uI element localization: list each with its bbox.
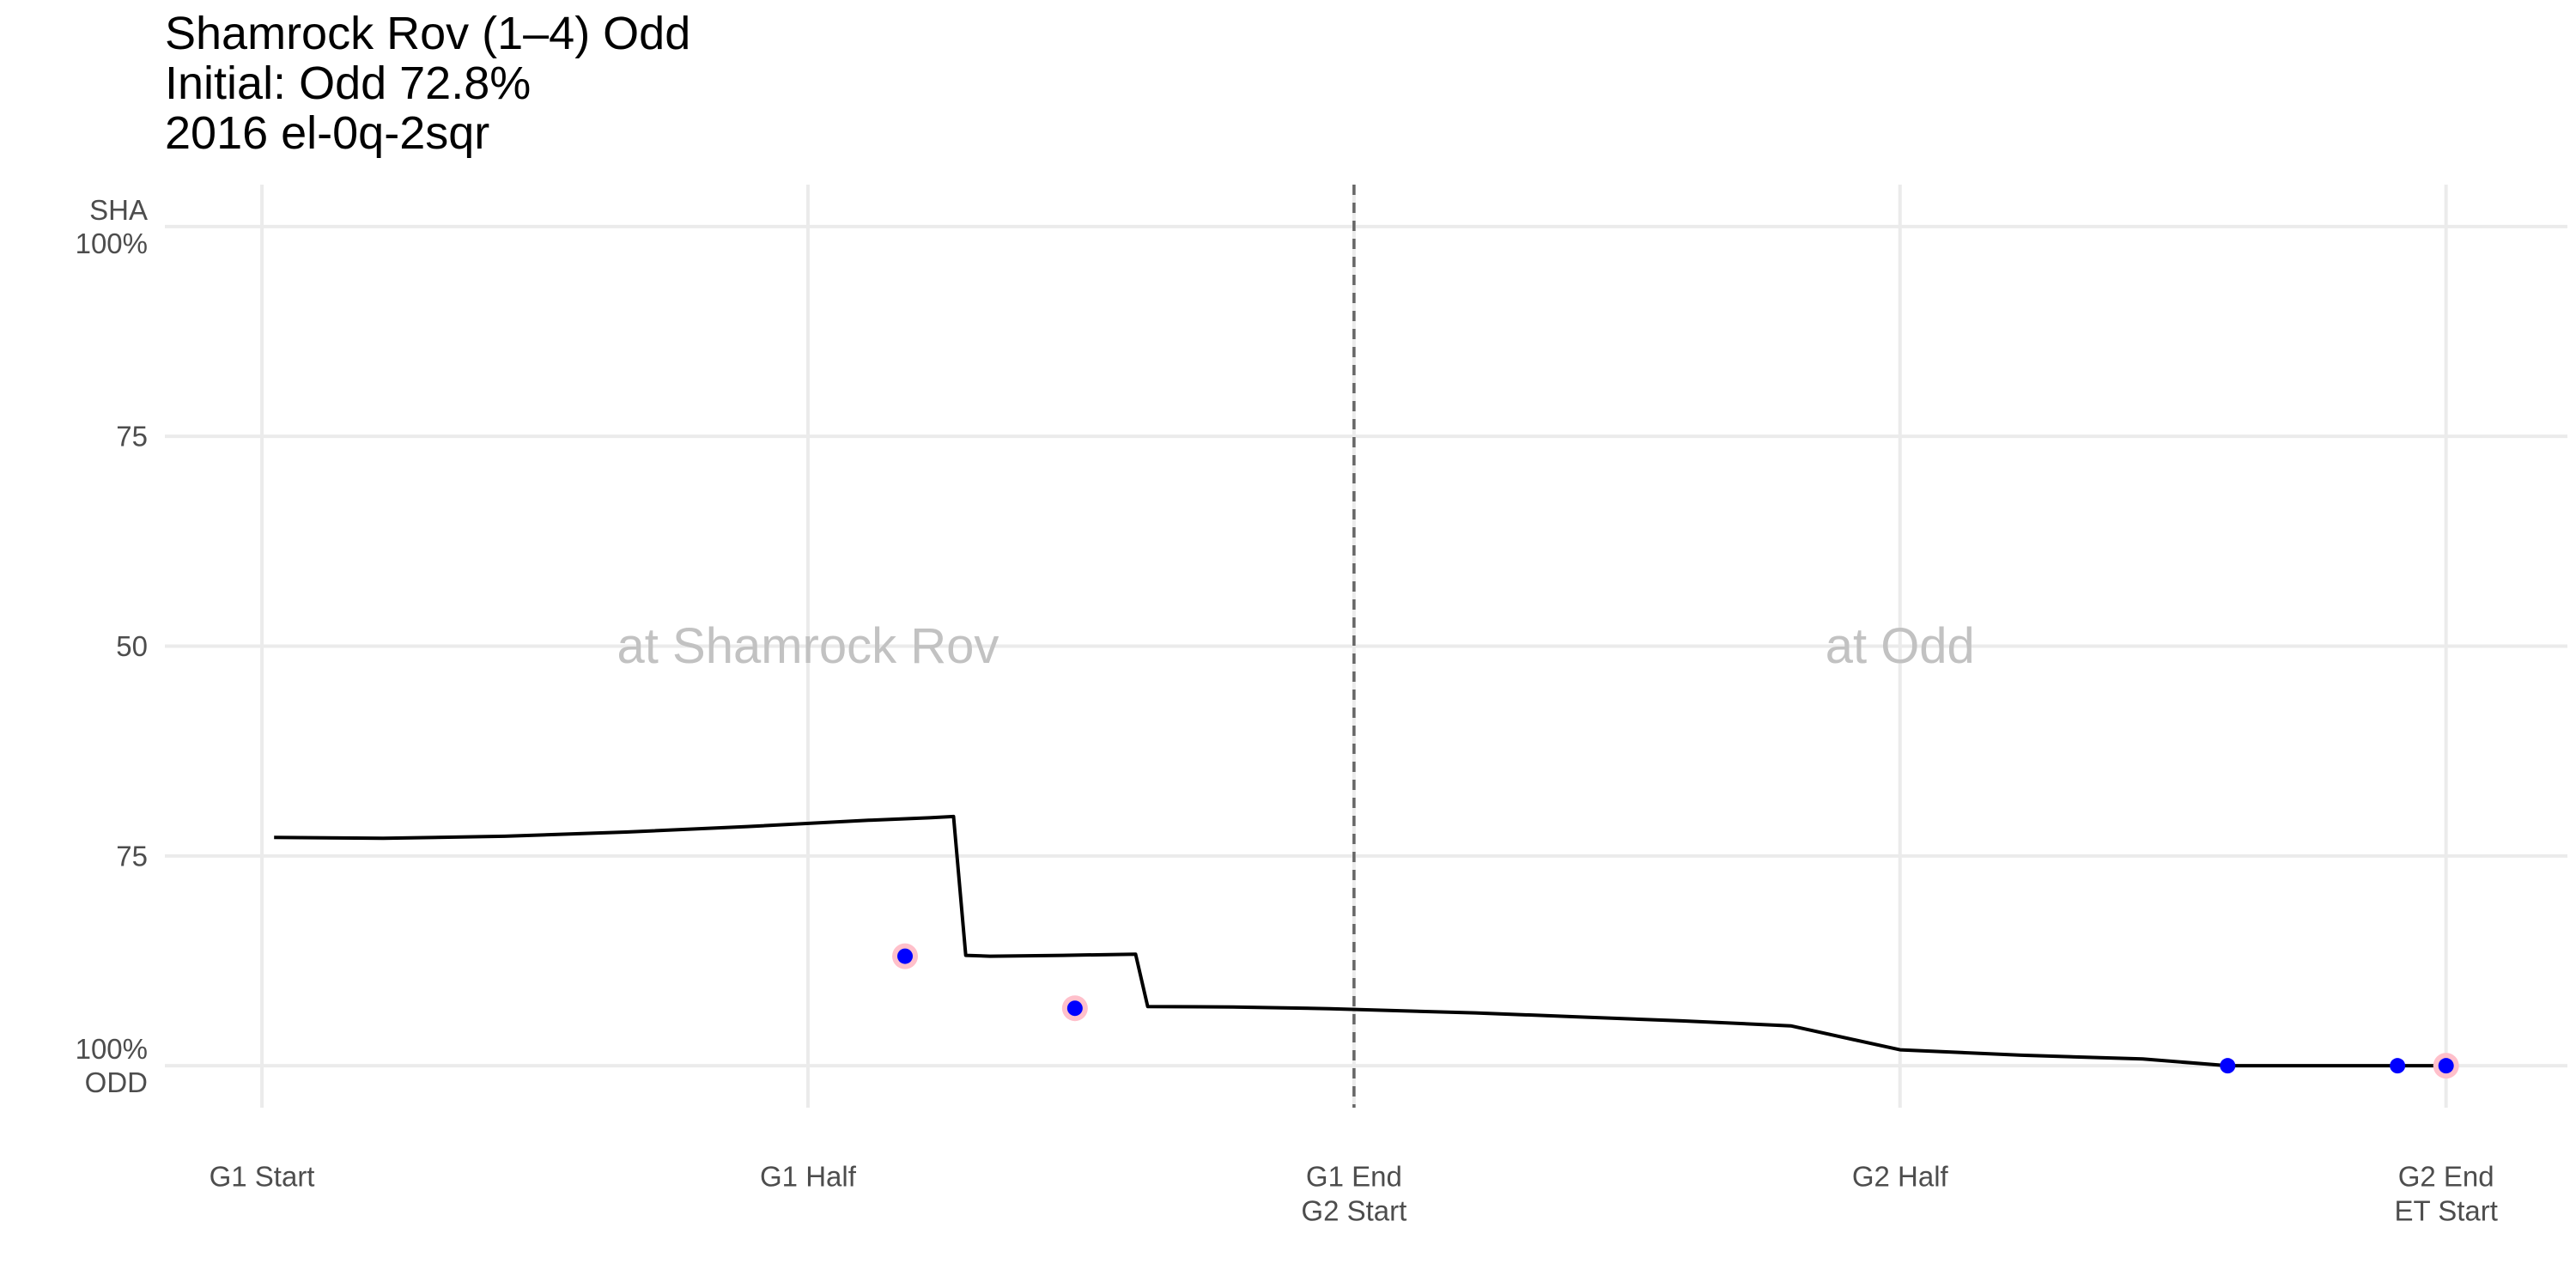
y-tick-label-2-0: 50 [116,630,148,662]
x-tick-label-4-0: G2 End [2398,1161,2494,1193]
x-tick-label-2-0: G1 End [1306,1161,1402,1193]
x-tick-label-0-0: G1 Start [210,1161,315,1193]
x-tick-label-3-0: G2 Half [1852,1161,1949,1193]
venue-label-1: at Odd [1826,618,1975,674]
chart-title: Shamrock Rov (1–4) Odd [165,8,691,59]
chart-subtitle-match: 2016 el-0q-2sqr [165,107,490,159]
y-tick-label-0-1: 100% [76,228,148,259]
y-tick-label-4-1: ODD [85,1066,148,1098]
venue-labels: at Shamrock Rov at Odd [617,618,1975,674]
y-tick-label-1-0: 75 [116,421,148,453]
goal-markers [892,943,2459,1079]
chart-subtitle-initial: Initial: Odd 72.8% [165,58,532,109]
x-tick-label-4-1: ET Start [2394,1195,2497,1227]
goal-point-4 [2438,1058,2454,1074]
y-tick-label-3-0: 75 [116,840,148,872]
grid-lines [165,185,2567,1108]
series-lines [274,814,2446,1068]
goal-point-3 [2390,1058,2406,1074]
goal-point-1 [1066,1000,1083,1017]
y-tick-label-4-0: 100% [76,1033,148,1065]
goal-point-2 [2220,1058,2236,1074]
x-tick-label-2-1: G2 Start [1301,1195,1406,1227]
chart-titles: Shamrock Rov (1–4) Odd Initial: Odd 72.8… [165,9,690,158]
venue-label-0: at Shamrock Rov [617,618,999,674]
goal-point-0 [897,948,914,964]
x-tick-label-1-0: G1 Half [760,1161,857,1193]
probability-line-0 [274,814,2446,1068]
y-tick-label-0-0: SHA [89,194,148,226]
